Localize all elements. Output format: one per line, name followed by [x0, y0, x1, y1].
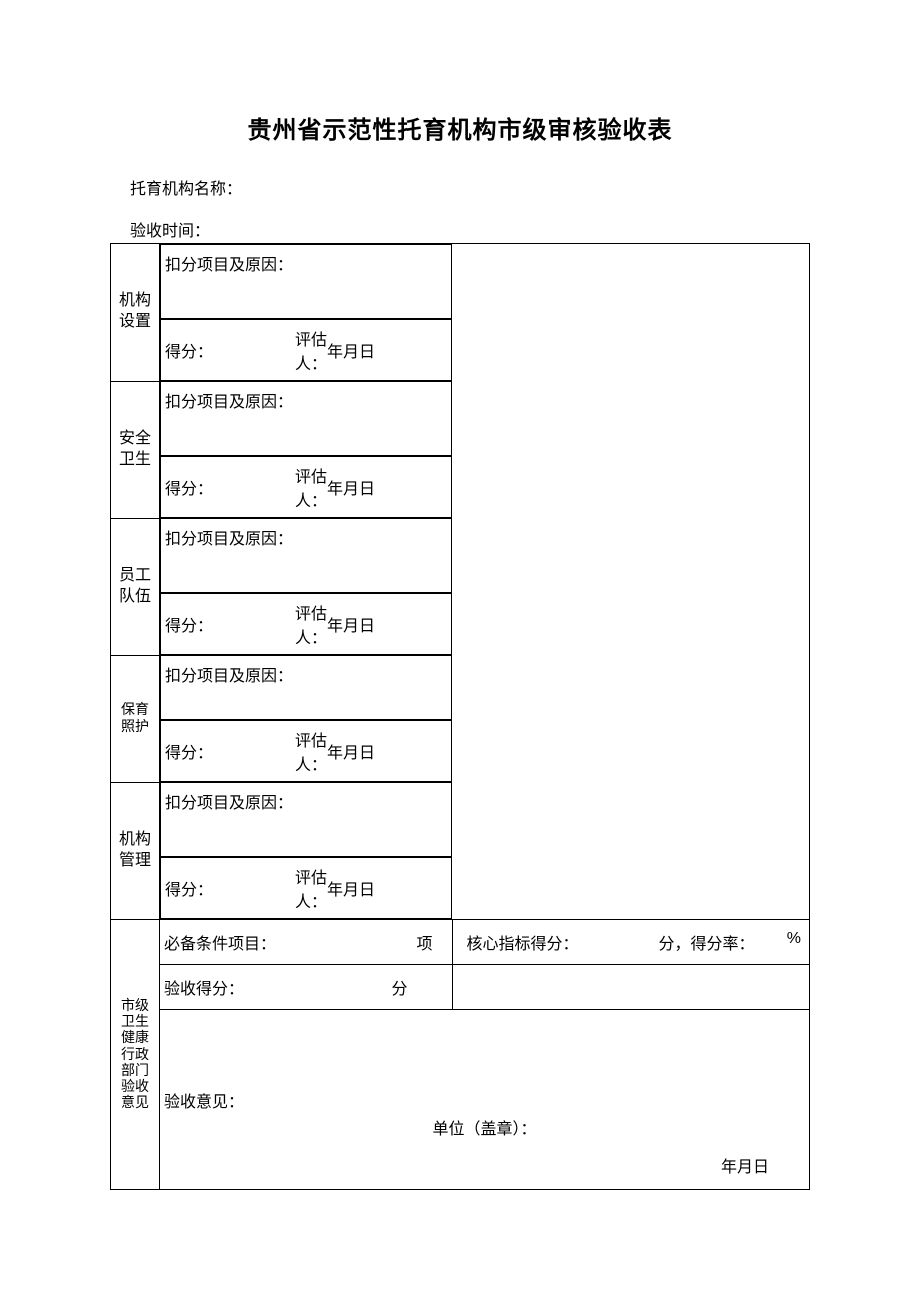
accept-time-field: 验收时间： — [110, 217, 810, 241]
deduct-label: 扣分项目及原因： — [165, 388, 293, 412]
accept-score-unit: 分 — [391, 975, 447, 999]
table-row: 保育照护 扣分项目及原因： — [111, 655, 810, 720]
date-label: 年月日 — [327, 338, 447, 362]
table-row: 验收得分： 分 — [111, 965, 810, 1010]
table-row: 得分： 评估人： 年月日 — [111, 456, 810, 518]
deduct-cell: 扣分项目及原因： — [160, 782, 452, 857]
deduct-label: 扣分项目及原因： — [165, 525, 293, 549]
table-row: 市级卫生健康行政部门验收意见 必备条件项目： 项 核心指标得分： 分，得分率： … — [111, 920, 810, 965]
evaluator-label: 评估人： — [295, 727, 327, 775]
table-row: 安全卫生 扣分项目及原因： — [111, 381, 810, 456]
table-row: 得分： 评估人： 年月日 — [111, 720, 810, 782]
table-row: 得分： 评估人： 年月日 — [111, 857, 810, 920]
category-label: 员工队伍 — [115, 566, 155, 608]
stamp-label: 单位（盖章）： — [432, 1115, 536, 1139]
dept-cell: 市级卫生健康行政部门验收意见 — [111, 920, 160, 1190]
date-label: 年月日 — [327, 876, 447, 900]
category-cell: 机构设置 — [111, 244, 160, 382]
deduct-label: 扣分项目及原因： — [165, 789, 293, 813]
evaluator-label: 评估人： — [295, 864, 327, 912]
evaluator-label: 评估人： — [295, 463, 327, 511]
deduct-label: 扣分项目及原因： — [165, 251, 293, 275]
page-title: 贵州省示范性托育机构市级审核验收表 — [110, 110, 810, 145]
date-label: 年月日 — [327, 475, 447, 499]
deduct-cell: 扣分项目及原因： — [160, 244, 452, 319]
score-label: 得分： — [165, 475, 295, 499]
category-cell: 员工队伍 — [111, 518, 160, 655]
table-row: 员工队伍 扣分项目及原因： — [111, 518, 810, 593]
deduct-cell: 扣分项目及原因： — [160, 381, 452, 456]
table-row: 验收意见： 单位（盖章）： 年月日 — [111, 1010, 810, 1190]
core-score-label: 核心指标得分： — [457, 930, 579, 954]
score-eval-cell: 得分： 评估人： 年月日 — [160, 319, 452, 381]
deduct-cell: 扣分项目及原因： — [160, 655, 452, 720]
deduct-label: 扣分项目及原因： — [165, 662, 293, 686]
table-row: 得分： 评估人： 年月日 — [111, 319, 810, 381]
score-eval-cell: 得分： 评估人： 年月日 — [160, 456, 452, 518]
inspection-table: 机构设置 扣分项目及原因： 得分： 评估人： 年月日 安全卫生 扣分项目及原因： — [110, 243, 810, 1190]
required-items-cell: 必备条件项目： 项 — [160, 920, 453, 965]
category-cell: 保育照护 — [111, 655, 160, 782]
score-label: 得分： — [165, 739, 295, 763]
date-label: 年月日 — [327, 612, 447, 636]
accept-time-label: 验收时间： — [130, 223, 210, 240]
table-row: 机构设置 扣分项目及原因： — [111, 244, 810, 320]
score-label: 得分： — [165, 612, 295, 636]
category-cell: 机构管理 — [111, 782, 160, 920]
score-label: 得分： — [165, 876, 295, 900]
evaluator-label: 评估人： — [295, 326, 327, 374]
deduct-cell: 扣分项目及原因： — [160, 518, 452, 593]
score-eval-cell: 得分： 评估人： 年月日 — [160, 720, 452, 782]
points-unit: 分，得分率： — [659, 930, 755, 954]
score-eval-cell: 得分： 评估人： 年月日 — [160, 593, 452, 655]
empty-cell — [452, 965, 810, 1010]
table-row: 机构管理 扣分项目及原因： — [111, 782, 810, 857]
org-name-field: 托育机构名称： — [110, 175, 810, 199]
opinion-cell: 验收意见： 单位（盖章）： 年月日 — [160, 1010, 810, 1190]
opinion-date-label: 年月日 — [721, 1153, 769, 1177]
score-label: 得分： — [165, 338, 295, 362]
percent-unit: % — [787, 930, 805, 954]
document-page: 贵州省示范性托育机构市级审核验收表 托育机构名称： 验收时间： 机构设置 扣分项… — [0, 0, 920, 1190]
required-label: 必备条件项目： — [164, 930, 276, 954]
org-name-label: 托育机构名称： — [130, 181, 242, 198]
category-label: 保育照护 — [115, 701, 155, 733]
evaluator-label: 评估人： — [295, 600, 327, 648]
category-label: 机构管理 — [115, 830, 155, 872]
table-row: 得分： 评估人： 年月日 — [111, 593, 810, 655]
dept-label: 市级卫生健康行政部门验收意见 — [115, 997, 155, 1110]
score-eval-cell: 得分： 评估人： 年月日 — [160, 857, 452, 919]
accept-score-cell: 验收得分： 分 — [160, 965, 453, 1010]
item-unit: 项 — [416, 930, 447, 954]
category-cell: 安全卫生 — [111, 381, 160, 518]
category-label: 机构设置 — [115, 291, 155, 333]
core-score-cell: 核心指标得分： 分，得分率： % — [452, 920, 810, 965]
accept-score-label: 验收得分： — [164, 975, 244, 999]
opinion-label: 验收意见： — [164, 1094, 244, 1111]
date-label: 年月日 — [327, 739, 447, 763]
category-label: 安全卫生 — [115, 429, 155, 471]
